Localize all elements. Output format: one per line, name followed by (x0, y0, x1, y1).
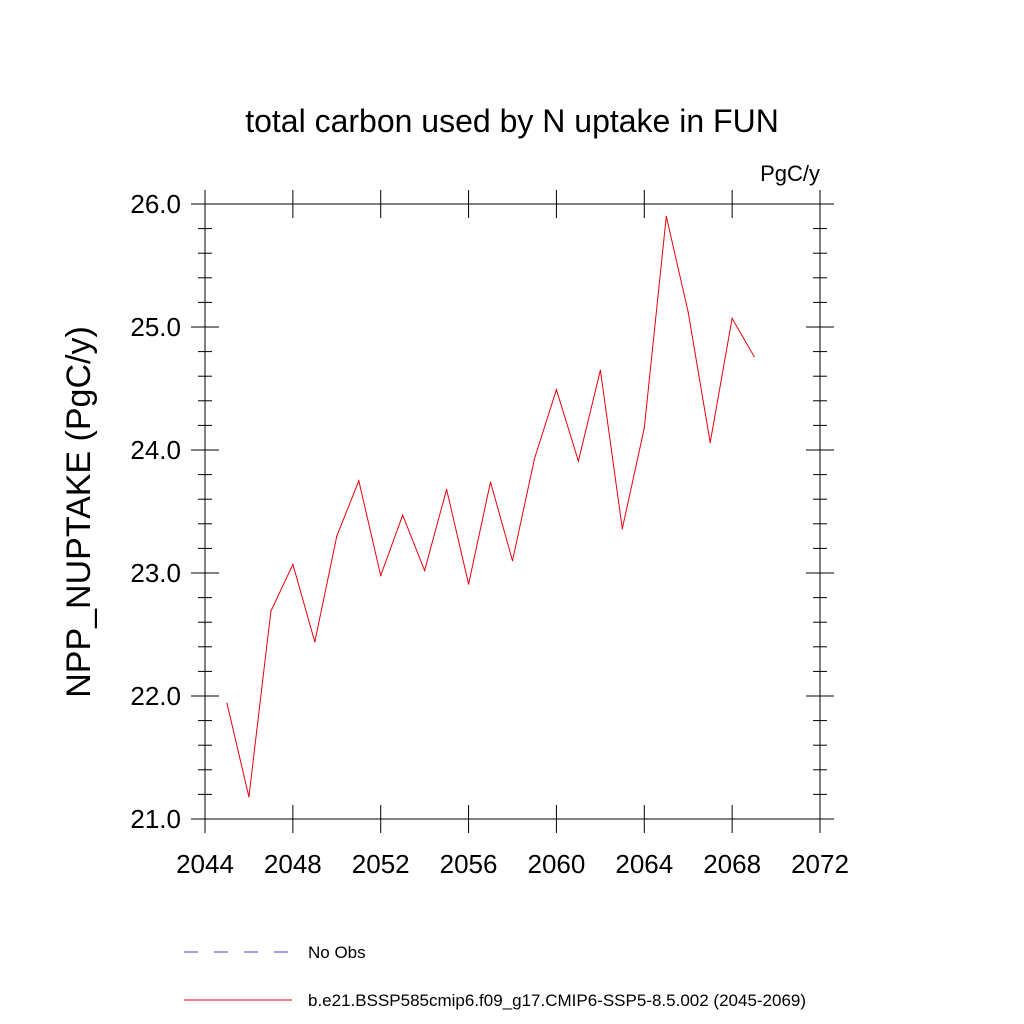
data-point (643, 427, 645, 429)
legend-label-0: No Obs (308, 943, 366, 962)
x-tick-label: 2052 (352, 849, 410, 879)
x-axis-ticks: 2044 2048 2052 2056 2060 2064 2068 2072 (176, 190, 849, 879)
units-label: PgC/y (760, 161, 820, 186)
y-axis-label: NPP_NUPTAKE (PgC/y) (60, 326, 98, 698)
data-point (753, 355, 755, 358)
y-tick-label: 22.0 (130, 681, 181, 711)
data-point (336, 535, 338, 537)
data-point (226, 702, 228, 704)
x-tick-label: 2060 (528, 849, 586, 879)
y-tick-label: 26.0 (130, 189, 181, 219)
y-tick-label: 21.0 (130, 804, 181, 834)
chart-title: total carbon used by N uptake in FUN (245, 103, 779, 139)
data-point (489, 481, 492, 483)
data-point (467, 583, 470, 585)
data-point (709, 442, 711, 444)
x-tick-label: 2072 (791, 849, 849, 879)
data-point (248, 796, 250, 798)
data-point (533, 458, 536, 460)
data-point (687, 311, 689, 313)
y-tick-label: 25.0 (130, 312, 181, 342)
data-point (314, 641, 316, 643)
y-tick-label: 24.0 (130, 435, 181, 465)
plot-frame (204, 203, 821, 820)
x-tick-label: 2048 (264, 849, 322, 879)
x-tick-label: 2056 (440, 849, 498, 879)
data-point (270, 610, 272, 612)
x-tick-label: 2068 (703, 849, 761, 879)
x-tick-label: 2064 (615, 849, 673, 879)
data-point (731, 317, 733, 319)
data-point (424, 569, 426, 572)
legend-label-1: b.e21.BSSP585cmip6.f09_g17.CMIP6-SSP5-8.… (308, 991, 806, 1010)
data-point (621, 528, 623, 530)
data-point (292, 563, 294, 565)
data-point (555, 389, 558, 391)
y-axis-ticks: 21.0 22.0 23.0 24.0 25.0 26.0 (130, 189, 834, 834)
data-point (577, 460, 579, 462)
x-tick-label: 2044 (176, 849, 234, 879)
data-point (358, 480, 360, 482)
y-tick-label: 23.0 (130, 558, 181, 588)
series-lines (226, 215, 755, 798)
legend: No Obs b.e21.BSSP585cmip6.f09_g17.CMIP6-S… (184, 943, 806, 1010)
data-point (380, 574, 382, 577)
data-point (665, 215, 667, 217)
data-point (402, 514, 404, 516)
data-point (446, 488, 448, 490)
series-line-1 (226, 216, 755, 798)
data-point (511, 560, 514, 562)
data-point (599, 369, 601, 371)
